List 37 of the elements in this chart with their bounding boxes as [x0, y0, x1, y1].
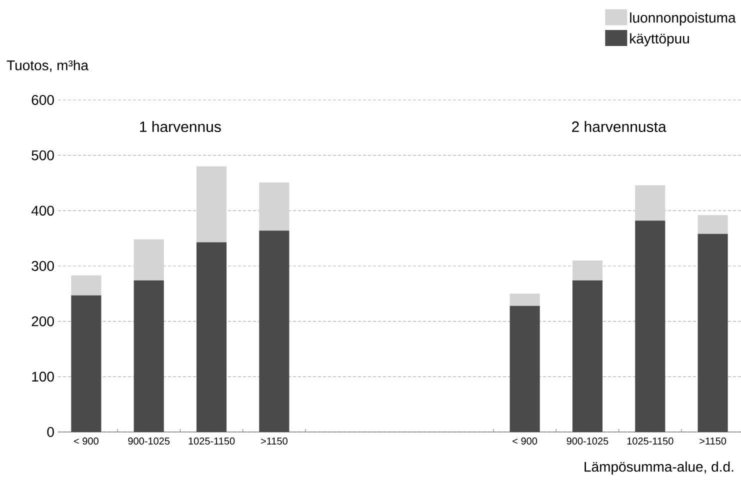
y-tick-label: 0 — [47, 427, 54, 437]
annotation: 1 harvennus — [140, 121, 221, 132]
y-tick-label: 500 — [32, 150, 54, 160]
legend-label: käyttöpuu — [630, 33, 689, 46]
bar — [635, 185, 666, 221]
bar — [698, 215, 728, 234]
x-tick-label: < 900 — [512, 438, 538, 445]
y-axis-title: Tuotos, m³ha — [6, 60, 88, 72]
y-tick-label: 300 — [32, 261, 54, 271]
x-axis-title: Lämpösumma-alue, d.d. — [584, 461, 734, 475]
bar — [71, 275, 102, 296]
bar — [510, 294, 540, 306]
y-tick-label: 600 — [32, 95, 54, 105]
y-tick-label: 400 — [31, 206, 54, 216]
bar — [572, 260, 603, 280]
bar — [572, 280, 603, 432]
bar — [196, 166, 227, 242]
bar — [259, 230, 290, 432]
bar — [510, 306, 540, 432]
y-tick-label: 200 — [32, 316, 54, 326]
x-tick-label: 1025-1150 — [188, 438, 235, 445]
annotation: 2 harvennusta — [572, 121, 666, 132]
bar — [635, 220, 666, 432]
bar — [698, 234, 728, 432]
bar — [134, 280, 164, 432]
x-tick-label: >1150 — [261, 438, 288, 445]
legend-label: luonnonpoistuma — [630, 12, 736, 26]
bar — [196, 242, 227, 432]
x-tick-label: 900-1025 — [128, 438, 170, 445]
bar — [134, 239, 164, 280]
x-tick-label: < 900 — [74, 438, 98, 445]
bar — [259, 182, 290, 231]
y-tick-label: 100 — [32, 372, 54, 382]
bar — [71, 295, 102, 432]
x-tick-label: 1025-1150 — [627, 438, 674, 445]
x-tick-label: >1150 — [700, 438, 726, 445]
x-tick-label: 900-1025 — [566, 438, 608, 445]
